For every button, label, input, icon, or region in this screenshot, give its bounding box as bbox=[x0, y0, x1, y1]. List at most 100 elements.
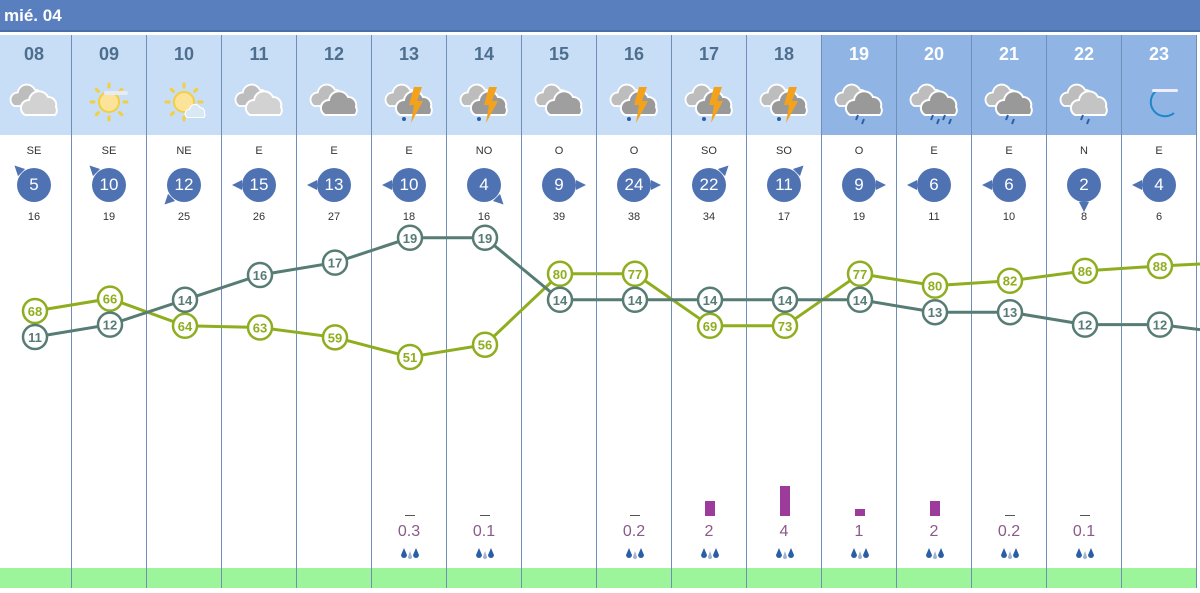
hourly-forecast: 08 SE 5 16 09 SE 10 19 10 NE 12 25 11 E 15 26 12 E 13 27 13 E… bbox=[0, 35, 1200, 590]
wind-direction: SE bbox=[26, 145, 42, 157]
precip-value: 2 bbox=[704, 523, 714, 540]
hour-header: 08 bbox=[0, 35, 71, 135]
hour-column: 19 O 9 19 1 bbox=[822, 35, 897, 588]
hour-header: 23 bbox=[1122, 35, 1196, 135]
wind-gust: 34 bbox=[702, 211, 716, 223]
daylight-band bbox=[147, 568, 221, 588]
rain-drops-icon bbox=[475, 547, 495, 561]
wind-speed: 12 bbox=[167, 168, 201, 202]
wind-arrow-icon bbox=[576, 180, 586, 190]
wind-arrow-icon bbox=[651, 180, 661, 190]
wind-direction: E bbox=[1005, 145, 1013, 157]
rain-icon bbox=[834, 77, 884, 127]
hour-label: 23 bbox=[1148, 44, 1170, 64]
overcast-icon bbox=[309, 77, 359, 127]
hour-header: 22 bbox=[1047, 35, 1121, 135]
rain-icon bbox=[984, 77, 1034, 127]
sun-haze-icon bbox=[84, 77, 134, 127]
rain-drops-icon bbox=[625, 547, 645, 561]
hour-label: 17 bbox=[698, 44, 720, 64]
wind-speed: 10 bbox=[392, 168, 426, 202]
rain-drops-icon bbox=[775, 547, 795, 561]
wind-gust: 16 bbox=[27, 211, 41, 223]
wind-direction: E bbox=[255, 145, 263, 157]
cloudy-icon bbox=[9, 77, 59, 127]
wind-direction: O bbox=[854, 145, 864, 157]
wind-arrow-icon bbox=[232, 180, 242, 190]
daylight-band bbox=[522, 568, 596, 588]
precip-value: 1 bbox=[854, 523, 864, 540]
hour-column: 09 SE 10 19 bbox=[72, 35, 147, 588]
hour-label: 08 bbox=[23, 44, 45, 64]
daylight-band bbox=[1122, 568, 1196, 588]
hour-column: 11 E 15 26 bbox=[222, 35, 297, 588]
wind-direction: O bbox=[629, 145, 639, 157]
hour-label: 18 bbox=[773, 44, 795, 64]
hour-label: 21 bbox=[998, 44, 1020, 64]
wind-gust: 39 bbox=[552, 211, 566, 223]
wind-arrow-icon bbox=[982, 180, 992, 190]
wind-speed: 9 bbox=[542, 168, 576, 202]
hour-column: 15 O 9 39 bbox=[522, 35, 597, 588]
wind-direction: E bbox=[405, 145, 413, 157]
hour-header: 19 bbox=[822, 35, 896, 135]
daylight-band bbox=[372, 568, 446, 588]
hour-label: 13 bbox=[398, 44, 420, 64]
wind-speed: 24 bbox=[617, 168, 651, 202]
day-label: mié. 04 bbox=[4, 6, 62, 25]
daylight-band bbox=[822, 568, 896, 588]
wind-direction: E bbox=[330, 145, 338, 157]
daylight-band bbox=[897, 568, 971, 588]
hour-column: 14 NO 4 16 0.1 bbox=[447, 35, 522, 588]
thunderstorm-icon bbox=[459, 77, 509, 127]
wind-gust: 19 bbox=[852, 211, 866, 223]
hour-label: 12 bbox=[323, 44, 345, 64]
wind-gust: 26 bbox=[252, 211, 266, 223]
wind-gust: 25 bbox=[177, 211, 191, 223]
wind-direction: SO bbox=[701, 145, 717, 157]
daylight-band bbox=[972, 568, 1046, 588]
precip-value: 4 bbox=[779, 523, 789, 540]
precip-bar bbox=[1080, 515, 1090, 516]
daylight-band bbox=[222, 568, 296, 588]
hour-header: 17 bbox=[672, 35, 746, 135]
precip-bar bbox=[405, 515, 415, 516]
hour-label: 19 bbox=[848, 44, 870, 64]
daylight-band bbox=[72, 568, 146, 588]
wind-direction: SE bbox=[101, 145, 117, 157]
hour-label: 22 bbox=[1073, 44, 1095, 64]
heavy-rain-icon bbox=[909, 77, 959, 127]
overcast-icon bbox=[534, 77, 584, 127]
hour-column: 22 N 2 8 0.1 bbox=[1047, 35, 1122, 588]
wind-speed: 10 bbox=[92, 168, 126, 202]
wind-speed: 4 bbox=[467, 168, 501, 202]
wind-speed: 13 bbox=[317, 168, 351, 202]
thunderstorm-icon bbox=[684, 77, 734, 127]
wind-direction: NE bbox=[176, 145, 192, 157]
precip-bar bbox=[1005, 515, 1015, 516]
daylight-band bbox=[1047, 568, 1121, 588]
wind-arrow-icon bbox=[876, 180, 886, 190]
precip-value: 0.1 bbox=[1072, 523, 1096, 540]
wind-gust: 19 bbox=[102, 211, 116, 223]
hour-label: 11 bbox=[249, 44, 269, 64]
hour-header: 16 bbox=[597, 35, 671, 135]
wind-gust: 10 bbox=[1002, 211, 1016, 223]
wind-speed: 4 bbox=[1142, 168, 1176, 202]
hour-column: 23 E 4 6 bbox=[1122, 35, 1197, 588]
wind-direction: E bbox=[930, 145, 938, 157]
wind-direction: NO bbox=[475, 145, 493, 157]
precip-bar bbox=[855, 508, 865, 516]
wind-gust: 11 bbox=[928, 211, 940, 223]
rain-drops-icon bbox=[700, 547, 720, 561]
precip-bar bbox=[480, 515, 490, 516]
moon-haze-icon bbox=[1134, 77, 1184, 127]
wind-gust: 8 bbox=[1080, 211, 1088, 223]
wind-speed: 6 bbox=[917, 168, 951, 202]
cloudy-icon bbox=[234, 77, 284, 127]
wind-gust: 16 bbox=[477, 211, 491, 223]
wind-arrow-icon bbox=[307, 180, 317, 190]
wind-gust: 27 bbox=[327, 211, 341, 223]
wind-gust: 38 bbox=[627, 211, 641, 223]
rain-drops-icon bbox=[1075, 547, 1095, 561]
